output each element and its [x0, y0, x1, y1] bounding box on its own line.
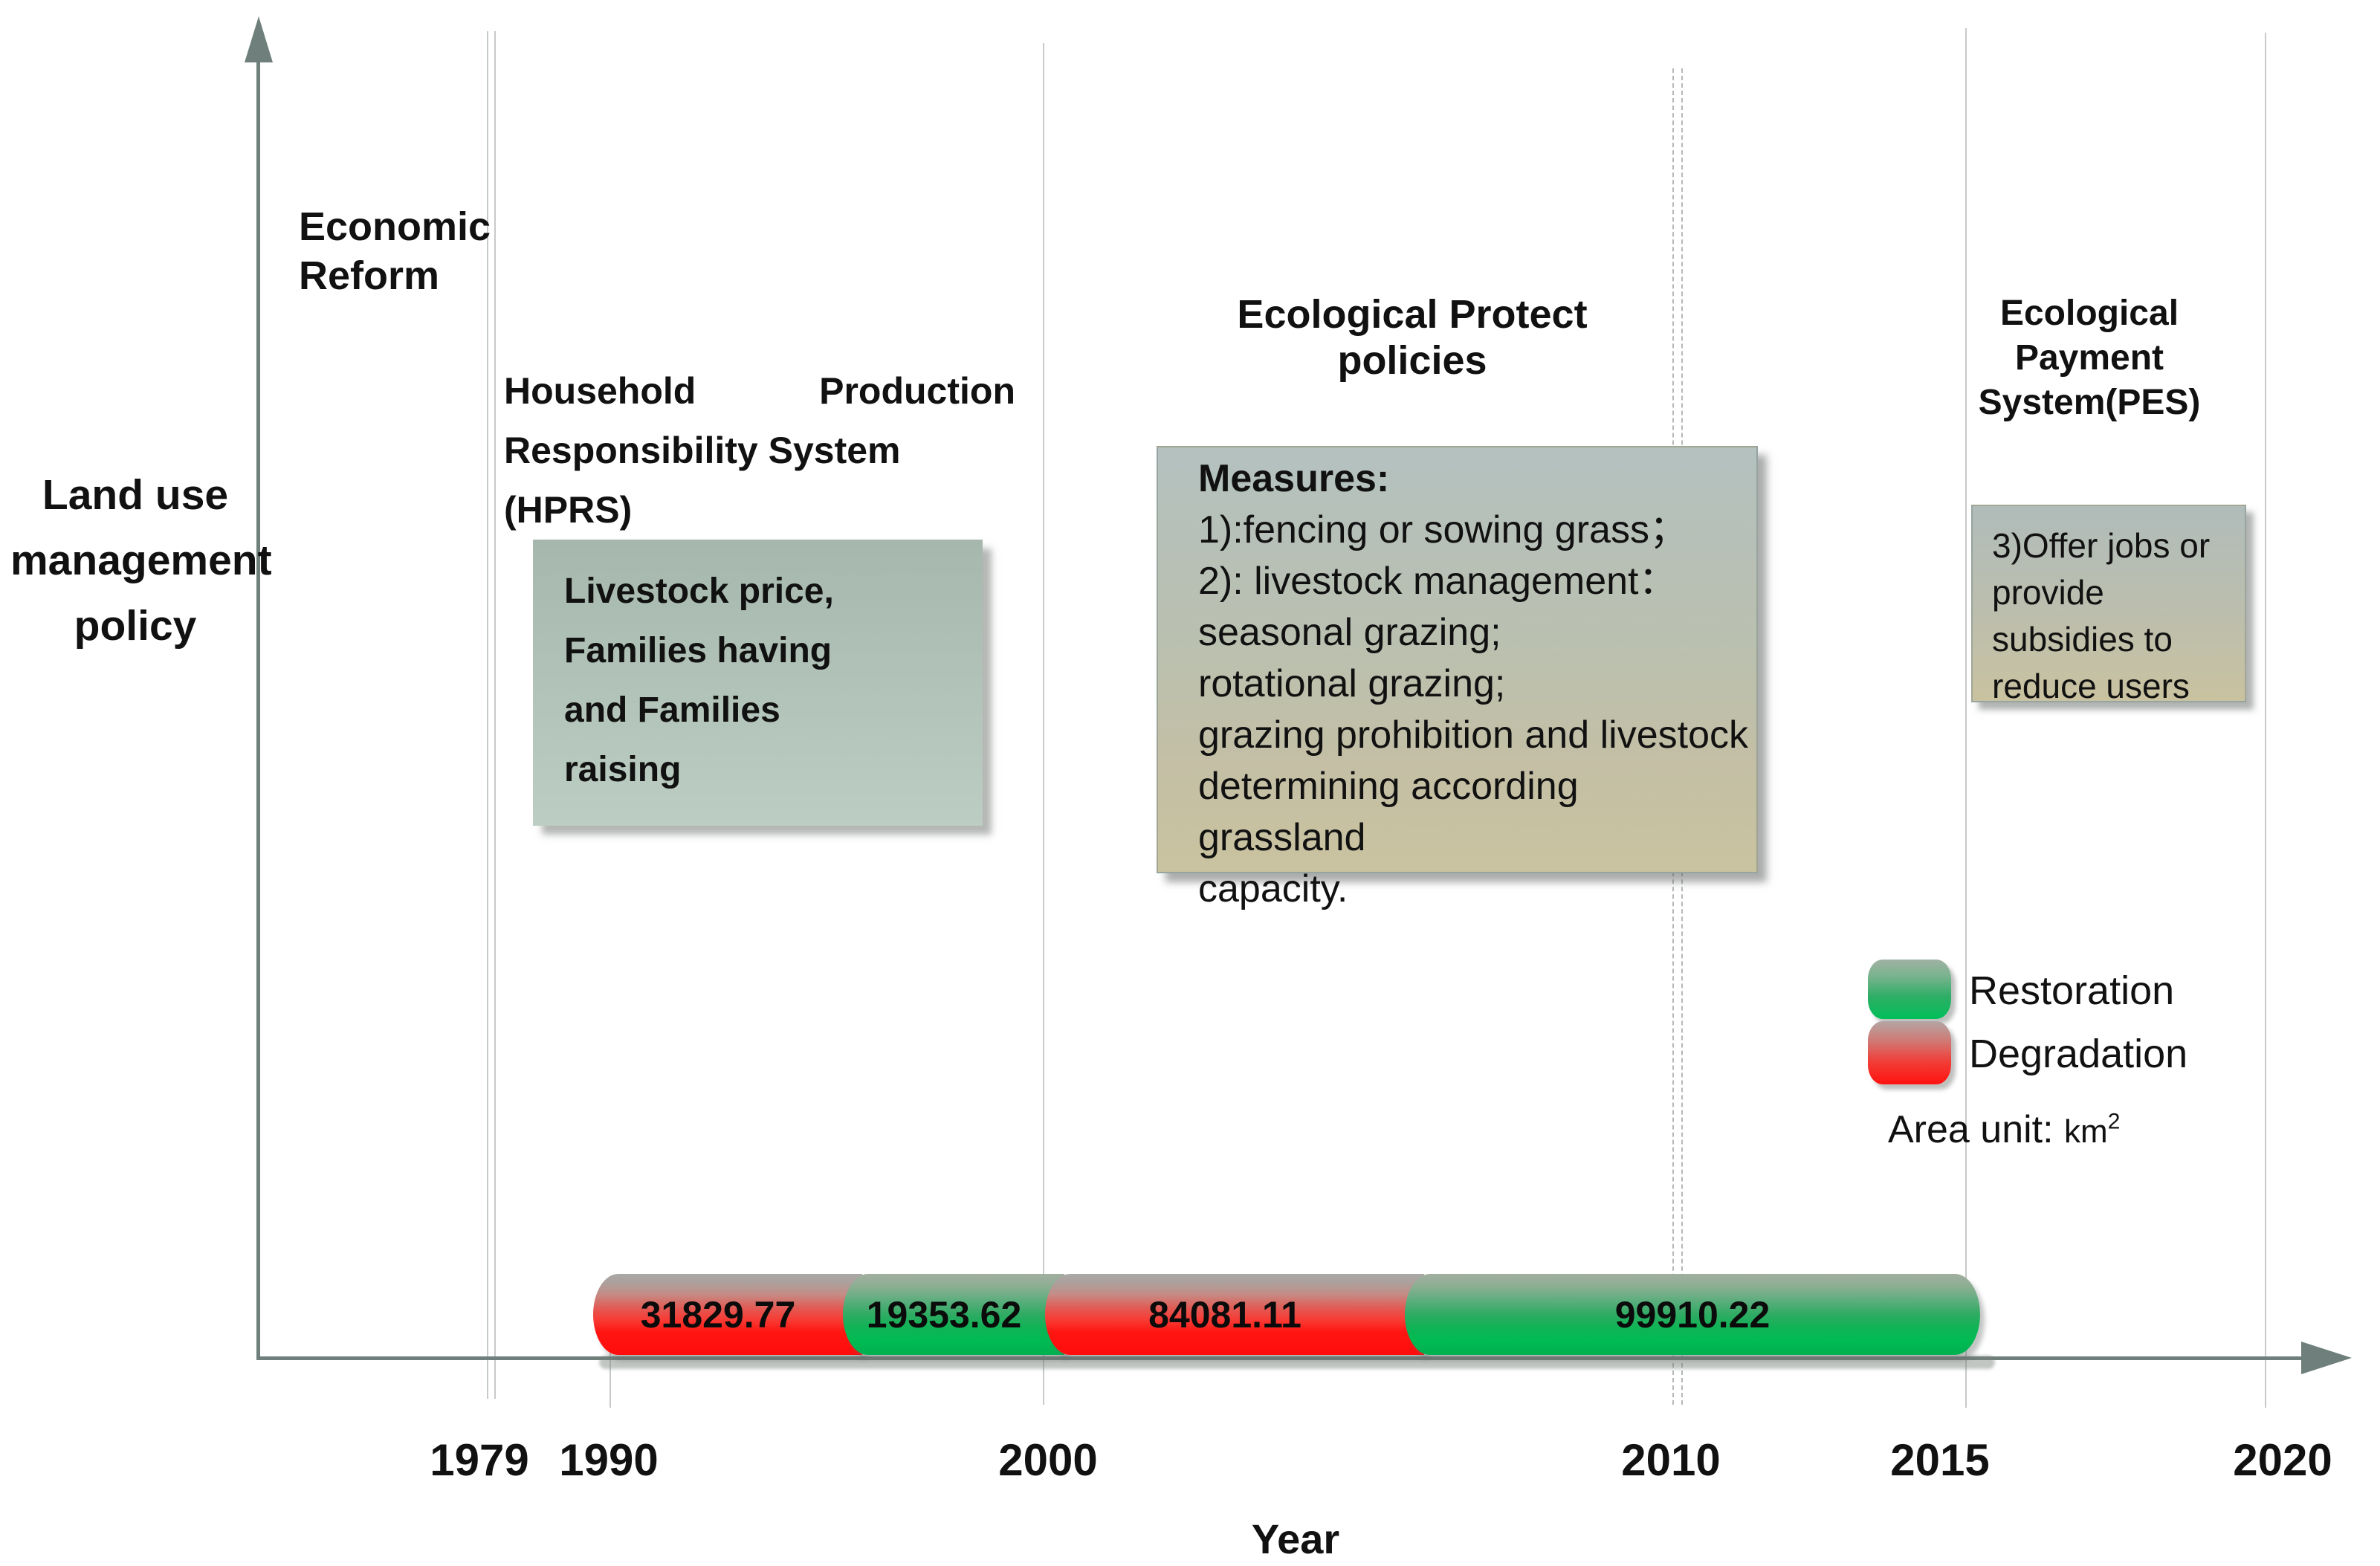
bar-degradation-2: 84081.11	[1045, 1274, 1424, 1355]
hprs-measures-line: Livestock price,	[564, 572, 834, 611]
legend-swatch-degradation	[1868, 1021, 1951, 1084]
pes-measures-line: subsidies to	[1992, 620, 2173, 659]
gridline-1979	[487, 31, 496, 1399]
hprs-measures-line: Families having	[564, 631, 832, 670]
protect-measures-line: 1):fencing or sowing grass；	[1198, 508, 1688, 551]
x-tick-2015: 2015	[1890, 1435, 1990, 1485]
hprs-measures-box: Livestock price, Families having and Fam…	[533, 540, 983, 826]
bar-value-label: 99910.22	[1614, 1293, 1771, 1336]
heading-hprs: Household Production Responsibility Syst…	[504, 361, 1015, 540]
legend-swatch-restoration	[1868, 960, 1951, 1019]
bar-value-label: 84081.11	[1148, 1293, 1301, 1336]
x-tick-1979: 1979	[430, 1435, 529, 1485]
area-unit-prefix: Area unit:	[1888, 1108, 2065, 1151]
gridline-2000	[1043, 43, 1044, 1405]
bar-shadow	[599, 1356, 1995, 1369]
heading-economic-reform: Economic Reform	[299, 202, 491, 300]
pes-measures-line: provide	[1992, 573, 2104, 612]
x-tick-2010: 2010	[1621, 1435, 1721, 1485]
gridline-2020	[2265, 33, 2266, 1408]
y-axis-title-line: Land use	[42, 471, 229, 519]
bar-value-label: 19353.62	[866, 1293, 1022, 1336]
bar-restoration-2: 99910.22	[1405, 1274, 1980, 1355]
x-axis-title: Year	[1251, 1515, 1340, 1562]
y-axis-title: Land use management policy	[10, 462, 272, 659]
bar-value-label: 31829.77	[640, 1293, 796, 1336]
area-unit-note: Area unit: km2	[1888, 1107, 2120, 1152]
protect-measures-line: 2): livestock management：	[1198, 560, 1678, 603]
area-unit-value: km	[2064, 1113, 2108, 1150]
tick-mark-1990	[609, 1353, 611, 1408]
hprs-measures-line: and Families	[564, 690, 780, 730]
heading-ecological-protect: Ecological Protect policies	[1237, 292, 1588, 383]
heading-hprs-line1: Household Production	[504, 370, 1015, 412]
pes-measures-line: 3)Offer jobs or	[1992, 526, 2211, 565]
x-axis-line	[256, 1356, 2308, 1360]
protect-measures-line: grazing prohibition and livestock	[1198, 714, 1748, 757]
y-axis-line	[256, 45, 260, 1359]
heading-economic-reform-line: Economic	[299, 204, 491, 249]
heading-pes-line: Ecological	[1999, 294, 2179, 333]
heading-pes-line: System(PES)	[1978, 383, 2201, 422]
protect-measures-title: Measures:	[1198, 457, 1390, 500]
heading-hprs-line2: Responsibility System (HPRS)	[504, 430, 901, 531]
protect-measures-line: determining according grassland	[1198, 765, 1579, 859]
area-unit-superscript: 2	[2107, 1109, 2121, 1134]
bar-restoration-1: 19353.62	[843, 1274, 1064, 1355]
gridline-2015	[1965, 28, 1967, 1408]
bar-degradation-1: 31829.77	[593, 1274, 862, 1355]
x-axis-arrowhead-icon	[2301, 1342, 2352, 1374]
y-axis-title-line: policy	[74, 602, 197, 650]
pes-measures-line: reduce users	[1992, 667, 2190, 705]
x-tick-2020: 2020	[2233, 1435, 2332, 1485]
pes-measures-box: 3)Offer jobs or provide subsidies to red…	[1971, 505, 2246, 705]
x-tick-1990: 1990	[559, 1435, 659, 1485]
heading-pes: Ecological Payment System(PES)	[1963, 291, 2216, 425]
y-axis-title-line: management	[10, 537, 272, 584]
x-tick-2000: 2000	[998, 1435, 1098, 1485]
heading-economic-reform-line: Reform	[299, 253, 440, 298]
protect-measures-line: seasonal grazing;	[1198, 611, 1501, 654]
legend-label-restoration: Restoration	[1969, 968, 2175, 1013]
heading-pes-line: Payment	[2014, 338, 2164, 378]
protect-measures-line: rotational grazing;	[1198, 662, 1506, 705]
hprs-measures-line: raising	[564, 750, 682, 789]
protect-measures-line: capacity.	[1198, 867, 1348, 910]
protect-measures-box: Measures: 1):fencing or sowing grass； 2)…	[1157, 446, 1758, 910]
legend-label-degradation: Degradation	[1969, 1032, 2188, 1076]
